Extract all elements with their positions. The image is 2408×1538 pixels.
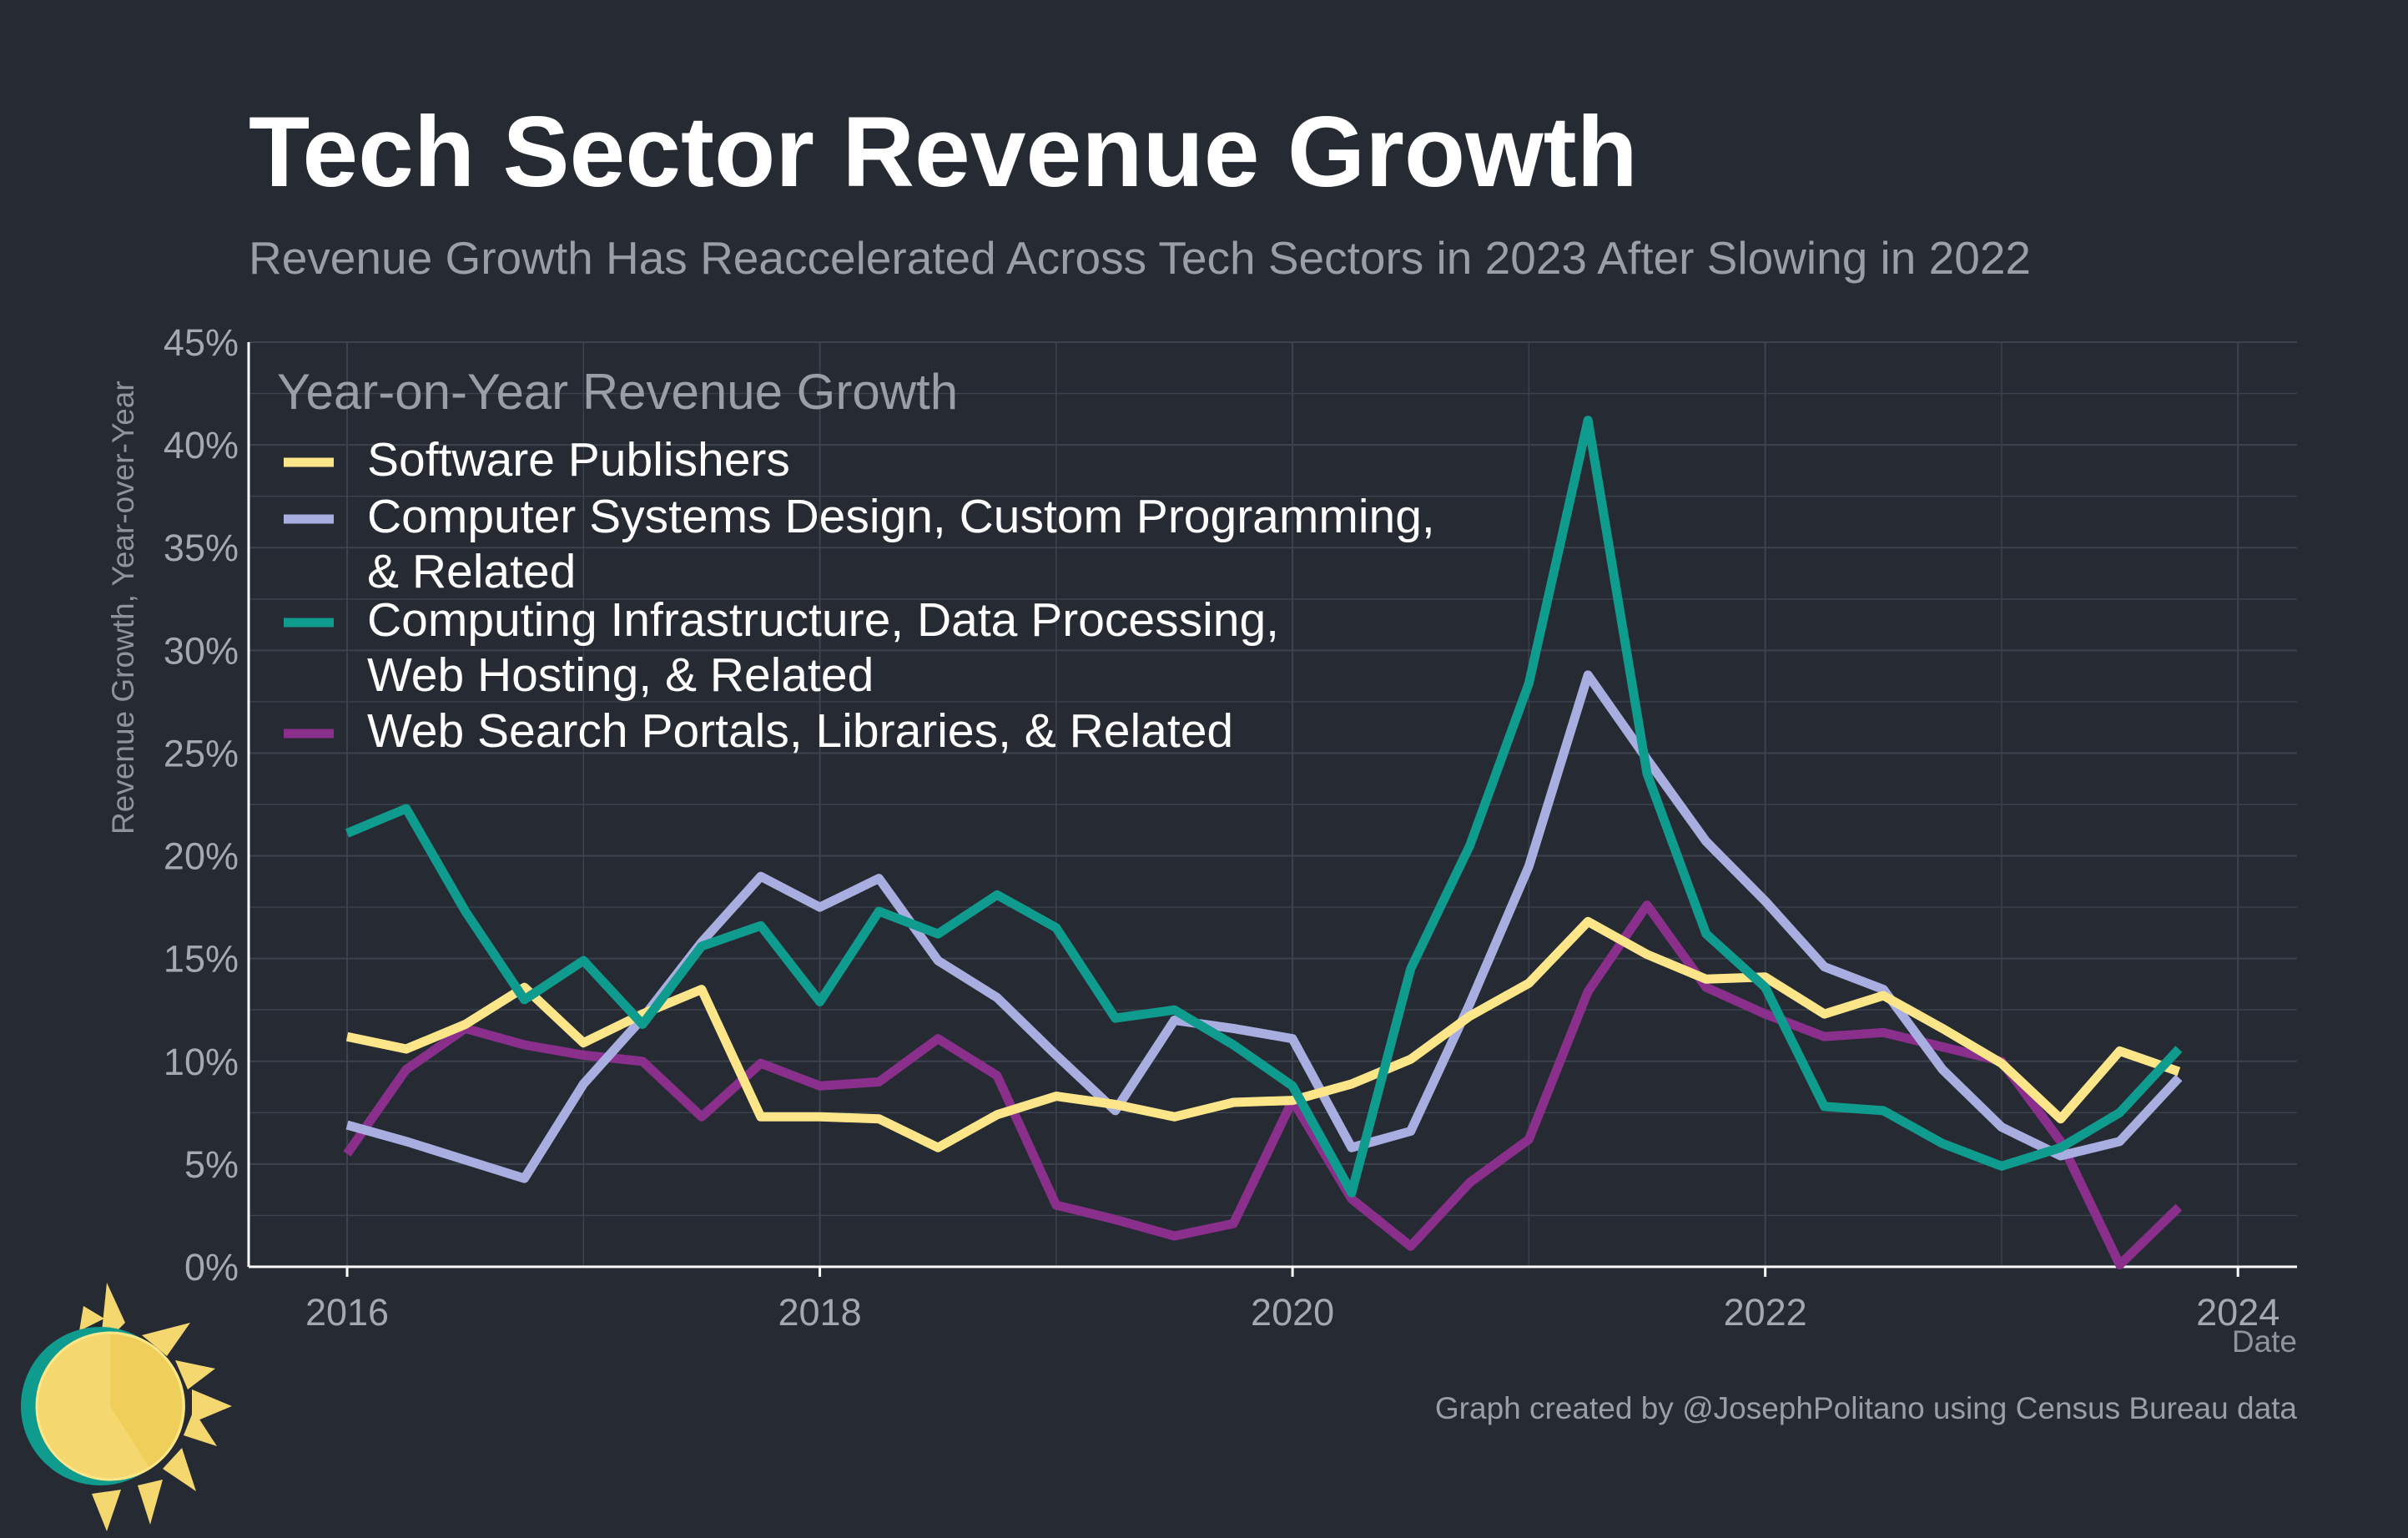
legend-label: Computer Systems Design, Custom Programm… <box>367 490 1435 543</box>
legend-title: Year-on-Year Revenue Growth <box>277 364 958 420</box>
legend-label: & Related <box>367 545 576 598</box>
chart-subtitle: Revenue Growth Has Reaccelerated Across … <box>249 232 2031 284</box>
x-axis-label: Date <box>2232 1324 2297 1359</box>
y-tick-label: 15% <box>164 938 239 981</box>
series-line-3 <box>343 900 2183 1269</box>
y-axis-ticks: 0% 5% 10% 15% 20% 25% 30% 35% 40% 45% <box>164 321 239 1288</box>
y-tick-label: 45% <box>164 321 239 364</box>
y-tick-label: 25% <box>164 732 239 774</box>
series-lines <box>343 416 2183 1269</box>
x-tick-label: 2022 <box>1724 1291 1807 1334</box>
axes <box>247 342 2297 1268</box>
x-tick-label: 2018 <box>778 1291 862 1334</box>
credit-text: Graph created by @JosephPolitano using C… <box>1435 1391 2298 1425</box>
chart-title: Tech Sector Revenue Growth <box>249 96 1638 208</box>
legend-label: Web Search Portals, Libraries, & Related <box>367 704 1233 758</box>
legend-label: Computing Infrastructure, Data Processin… <box>367 593 1279 647</box>
series-line-2 <box>345 416 2183 1198</box>
x-tick-label: 2016 <box>305 1291 389 1334</box>
gridlines <box>249 341 2297 1268</box>
sun-icon <box>21 1283 232 1531</box>
x-axis-ticks: 2016 2018 2020 2022 2024 <box>305 1267 2280 1334</box>
legend-label: Software Publishers <box>367 433 790 487</box>
y-tick-label: 0% <box>184 1246 239 1288</box>
legend-label: Web Hosting, & Related <box>367 648 874 702</box>
y-tick-label: 35% <box>164 527 239 569</box>
y-tick-label: 10% <box>164 1041 239 1083</box>
y-tick-label: 20% <box>164 835 239 878</box>
y-axis-label: Revenue Growth, Year-over-Year <box>106 381 140 835</box>
y-tick-label: 5% <box>184 1143 239 1186</box>
legend: Year-on-Year Revenue Growth Software Pub… <box>277 364 1435 758</box>
y-tick-label: 30% <box>164 629 239 672</box>
x-tick-label: 2024 <box>2196 1291 2280 1334</box>
y-tick-label: 40% <box>164 424 239 466</box>
x-tick-label: 2020 <box>1251 1291 1334 1334</box>
